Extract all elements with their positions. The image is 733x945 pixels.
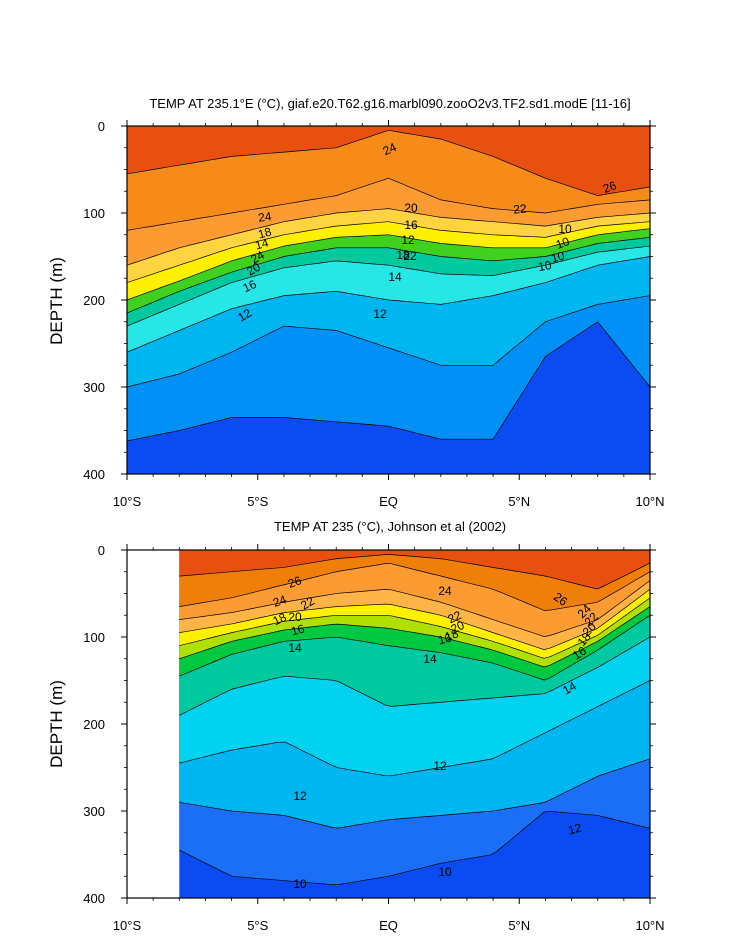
contour-label: 22 [298, 594, 317, 613]
contour-label: 16 [289, 621, 306, 638]
contour-label: 22 [513, 201, 528, 216]
contour-label: 10 [558, 222, 572, 236]
contour-label: 26 [601, 178, 619, 196]
isotherm-band-t26 [127, 126, 650, 196]
y-tick-label: 200 [83, 717, 105, 732]
x-tick-label: 5°S [247, 918, 268, 933]
contour-label: 20 [244, 260, 263, 279]
contour-label: 20 [449, 618, 467, 636]
contour-line-t10 [179, 811, 651, 885]
panel-model: TEMP AT 235.1°E (°C), giaf.e20.T62.g16.m… [47, 96, 665, 509]
contour-label: 18 [443, 626, 461, 644]
contour-line-t26 [179, 554, 651, 590]
contour-label: 16 [404, 218, 418, 232]
contour-line-t22 [179, 580, 651, 637]
contour-line-t24 [126, 177, 651, 231]
panel-observed: TEMP AT 235 (°C), Johnson et al (2002) 2… [47, 519, 665, 933]
contour-label: 14 [560, 679, 579, 698]
contour-line-t12 [126, 256, 651, 353]
contour-label: 14 [288, 641, 302, 655]
y-axis-label-model: DEPTH (m) [47, 257, 66, 345]
contour-label: 12 [235, 306, 254, 325]
contour-label: 24 [257, 209, 272, 225]
contour-label: 18 [256, 224, 273, 241]
contour-label: 16 [436, 630, 453, 647]
contour-label: 18 [396, 248, 410, 262]
contour-line-t13 [179, 636, 651, 716]
contour-label: 24 [438, 584, 452, 598]
x-tick-label: 10°S [113, 494, 142, 509]
contour-label: 14 [423, 652, 437, 666]
x-tick-label: 10°N [635, 918, 664, 933]
contour-line-t24 [179, 563, 651, 611]
contour-label: 26 [286, 573, 304, 591]
contour-line-t20 [126, 221, 651, 283]
y-tick-label: 300 [83, 380, 105, 395]
y-axis-label-observed: DEPTH (m) [47, 680, 66, 768]
contour-label: 20 [288, 610, 302, 624]
contour-line-t18 [179, 597, 651, 659]
contour-label: 12 [566, 820, 583, 837]
x-tick-label: 5°N [508, 918, 530, 933]
x-tick-label: 10°N [635, 494, 664, 509]
y-tick-label: 100 [83, 630, 105, 645]
x-tick-label: EQ [379, 918, 398, 933]
contour-line-t11 [126, 295, 651, 388]
chart-title-model: TEMP AT 235.1°E (°C), giaf.e20.T62.g16.m… [149, 96, 630, 111]
contour-label: 18 [271, 610, 289, 628]
y-tick-label: 100 [83, 206, 105, 221]
contour-label: 20 [404, 201, 418, 215]
contour-line-t18 [126, 228, 651, 301]
contour-label: 10 [554, 234, 572, 252]
contour-label: 14 [253, 235, 270, 252]
contour-label: 10 [293, 877, 307, 891]
contour-line-t26 [126, 129, 651, 196]
contour-line-t11 [179, 758, 651, 829]
x-tick-label: 5°S [247, 494, 268, 509]
y-tick-label: 400 [83, 891, 105, 906]
contour-line-t10 [126, 321, 651, 442]
y-tick-label: 0 [98, 119, 105, 134]
contour-label: 12 [293, 789, 307, 803]
contour-line-t16 [126, 237, 651, 314]
contour-label: 22 [403, 249, 417, 263]
contour-label: 12 [373, 307, 387, 321]
contour-label: 12 [433, 759, 447, 773]
y-tick-label: 200 [83, 293, 105, 308]
y-tick-label: 0 [98, 543, 105, 558]
contour-label: 10 [438, 865, 452, 879]
x-tick-label: 10°S [113, 918, 142, 933]
x-tick-label: 5°N [508, 494, 530, 509]
contour-label: 10 [549, 248, 566, 265]
contour-label: 10 [537, 258, 553, 274]
contour-label: 24 [271, 592, 289, 610]
contour-label: 16 [241, 277, 259, 295]
chart-title-observed: TEMP AT 235 (°C), Johnson et al (2002) [274, 519, 506, 534]
x-tick-label: EQ [379, 494, 398, 509]
isotherm-band-t26 [179, 550, 651, 589]
contour-line-t14 [179, 615, 651, 681]
contour-line-t14 [126, 245, 651, 327]
contour-label: 24 [381, 140, 399, 158]
contour-label: 24 [248, 248, 267, 267]
contour-line-t22 [126, 208, 651, 266]
contour-label: 12 [401, 233, 415, 247]
contour-label: 22 [446, 608, 464, 626]
y-tick-label: 300 [83, 804, 105, 819]
contour-line-t16 [179, 606, 651, 668]
contour-label: 14 [388, 270, 402, 284]
contour-line-t12 [179, 680, 651, 777]
contour-line-t20 [179, 588, 651, 650]
y-tick-label: 400 [83, 467, 105, 482]
